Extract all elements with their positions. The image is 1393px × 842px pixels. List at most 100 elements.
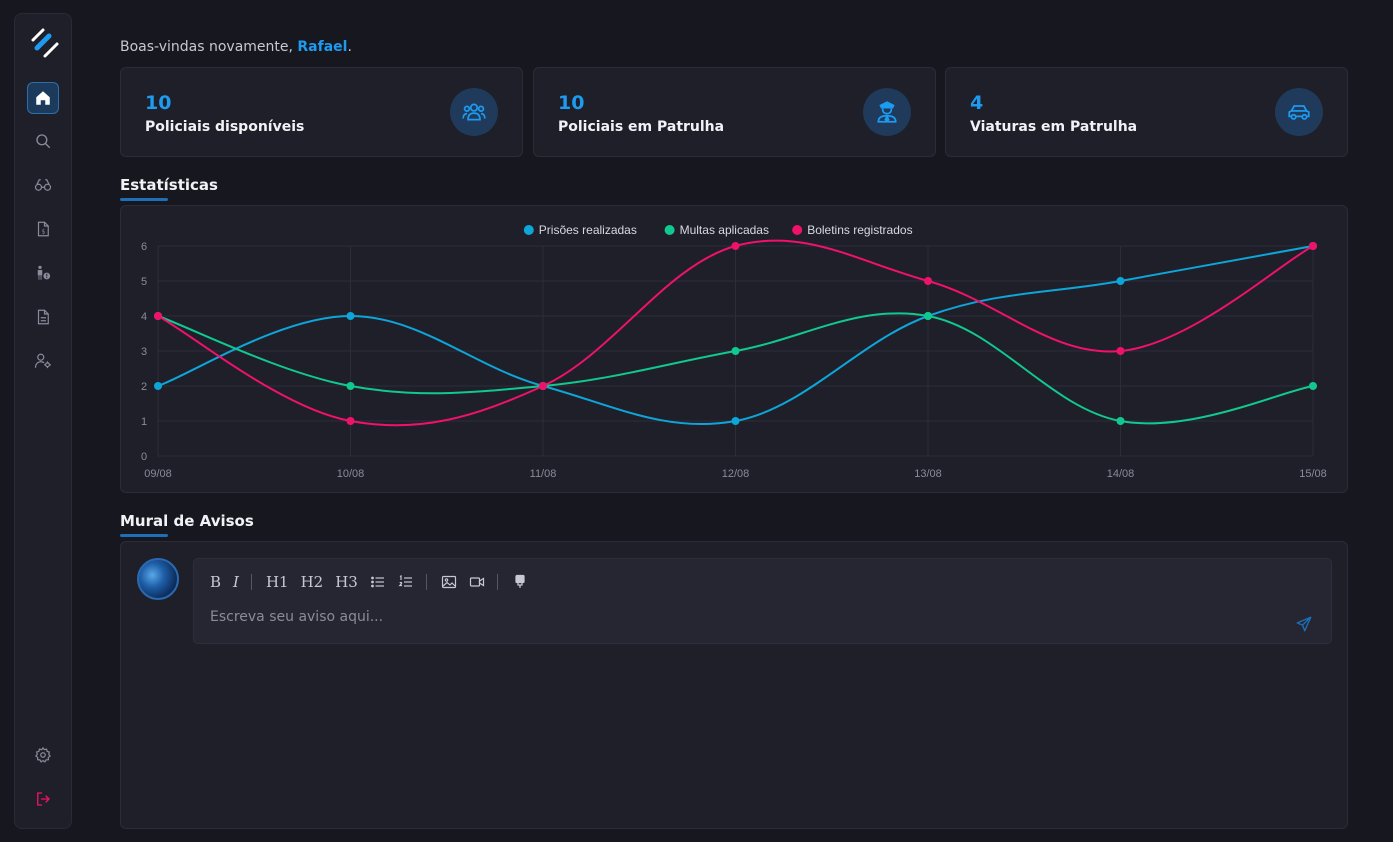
police-officer-icon xyxy=(877,101,897,123)
sidebar-item-logout[interactable] xyxy=(27,783,59,815)
y-tick-label: 1 xyxy=(141,416,147,428)
data-point xyxy=(924,277,932,285)
data-point xyxy=(346,382,355,390)
x-tick-label: 12/08 xyxy=(722,468,750,480)
card-value: 10 xyxy=(145,92,172,114)
y-tick-label: 5 xyxy=(141,276,147,288)
sidebar-item-binoculars[interactable] xyxy=(27,169,59,201)
legend-label: Boletins registrados xyxy=(807,223,912,237)
sidebar-item-user-settings[interactable] xyxy=(27,345,59,377)
person-alert-icon xyxy=(37,265,51,280)
data-point xyxy=(346,312,355,320)
data-point xyxy=(1116,417,1125,425)
ordered-list-button[interactable] xyxy=(398,571,414,593)
data-point xyxy=(731,242,740,250)
legend-marker xyxy=(792,225,803,235)
card-available-officers: 10 Policiais disponíveis xyxy=(120,67,523,157)
welcome-message: Boas-vindas novamente, Rafael. xyxy=(120,39,352,55)
ordered-list-icon xyxy=(398,575,412,587)
data-point xyxy=(539,382,547,390)
logout-icon xyxy=(37,792,50,806)
car-icon xyxy=(1288,105,1310,120)
insert-video-button[interactable] xyxy=(469,571,485,593)
gear-icon xyxy=(35,746,51,763)
stats-section-title: Estatísticas xyxy=(120,176,218,201)
toolbar-divider xyxy=(496,574,498,590)
video-icon xyxy=(469,577,484,587)
card-label: Policiais disponíveis xyxy=(145,119,305,135)
y-tick-label: 2 xyxy=(141,381,147,393)
highlight-button[interactable] xyxy=(512,571,528,593)
send-icon[interactable] xyxy=(1295,615,1313,633)
sidebar-item-settings[interactable] xyxy=(27,739,59,771)
home-icon xyxy=(36,91,50,105)
insert-image-button[interactable] xyxy=(441,571,457,593)
logo-icon xyxy=(31,28,59,58)
y-tick-label: 0 xyxy=(141,451,147,463)
sidebar: $ xyxy=(14,13,72,829)
avatar xyxy=(137,558,179,600)
x-tick-label: 13/08 xyxy=(914,468,942,480)
sidebar-item-search[interactable] xyxy=(27,125,59,157)
stats-line-chart: 0 1 2 3 4 5 6 09/08 10/08 11/08 12/08 13/08 14/08 15/… xyxy=(141,223,1327,480)
users-icon xyxy=(462,103,486,121)
notice-editor: B I H1 H2 H3 xyxy=(193,558,1332,644)
image-icon xyxy=(441,575,456,589)
heading3-button[interactable]: H3 xyxy=(335,573,358,591)
toolbar-divider xyxy=(250,574,252,590)
data-point xyxy=(731,347,740,355)
mural-section-title: Mural de Avisos xyxy=(120,512,254,537)
bold-button[interactable]: B xyxy=(210,573,222,591)
mural-panel: B I H1 H2 H3 xyxy=(120,541,1348,829)
bullet-list-icon xyxy=(370,576,384,588)
x-tick-label: 14/08 xyxy=(1107,468,1135,480)
stats-chart-panel: 0 1 2 3 4 5 6 09/08 10/08 11/08 12/08 13/08 14/08 15/… xyxy=(120,205,1348,493)
x-tick-label: 11/08 xyxy=(530,468,557,480)
editor-toolbar: B I H1 H2 H3 xyxy=(210,571,540,593)
card-icon-badge xyxy=(863,88,911,136)
card-value: 4 xyxy=(970,92,984,114)
card-label: Viaturas em Patrulha xyxy=(970,119,1138,135)
italic-button[interactable]: I xyxy=(233,573,239,591)
card-value: 10 xyxy=(558,92,585,114)
toolbar-divider xyxy=(425,574,427,590)
svg-text:$: $ xyxy=(42,229,46,236)
legend-label: Prisões realizadas xyxy=(539,223,637,237)
search-icon xyxy=(36,134,51,149)
money-document-icon: $ xyxy=(37,221,49,237)
heading2-button[interactable]: H2 xyxy=(300,573,324,591)
data-point xyxy=(1116,277,1125,285)
legend-label: Multas aplicadas xyxy=(680,223,769,237)
data-point xyxy=(924,312,932,320)
notice-input[interactable] xyxy=(210,609,1270,625)
x-tick-label: 09/08 xyxy=(144,468,172,480)
sidebar-item-wanted[interactable] xyxy=(27,257,59,289)
card-label: Policiais em Patrulha xyxy=(558,119,725,135)
y-tick-label: 6 xyxy=(141,241,147,253)
legend-marker xyxy=(523,225,534,235)
y-tick-label: 3 xyxy=(141,346,147,358)
heading1-button[interactable]: H1 xyxy=(265,573,289,591)
user-gear-icon xyxy=(34,353,51,369)
sidebar-item-home[interactable] xyxy=(27,82,59,114)
x-tick-label: 10/08 xyxy=(337,468,365,480)
data-point xyxy=(346,417,355,425)
sidebar-item-reports[interactable] xyxy=(27,301,59,333)
y-tick-label: 4 xyxy=(141,311,147,323)
data-point xyxy=(154,312,162,320)
data-point xyxy=(1309,382,1317,390)
card-officers-on-patrol: 10 Policiais em Patrulha xyxy=(533,67,936,157)
sidebar-item-fines[interactable]: $ xyxy=(27,213,59,245)
card-vehicles-on-patrol: 4 Viaturas em Patrulha xyxy=(945,67,1348,157)
marker-icon xyxy=(515,574,525,588)
data-point xyxy=(154,382,162,390)
x-tick-label: 15/08 xyxy=(1299,468,1327,480)
document-icon xyxy=(37,309,49,325)
legend-marker xyxy=(664,225,675,235)
data-point xyxy=(731,417,740,425)
card-icon-badge xyxy=(1275,88,1323,136)
binoculars-icon xyxy=(34,179,52,191)
data-point xyxy=(1116,347,1125,355)
user-name: Rafael xyxy=(297,39,348,55)
bullet-list-button[interactable] xyxy=(370,571,386,593)
